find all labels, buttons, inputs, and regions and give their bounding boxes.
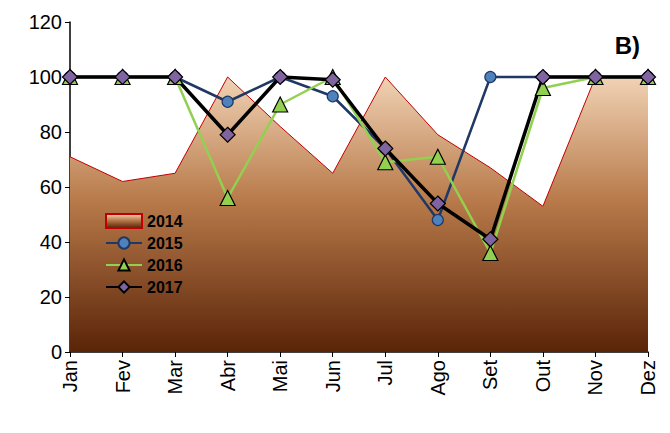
svg-text:Jun: Jun — [322, 360, 344, 392]
svg-text:120: 120 — [29, 11, 62, 33]
svg-text:80: 80 — [40, 121, 62, 143]
svg-text:Abr: Abr — [217, 360, 239, 391]
svg-text:Out: Out — [532, 360, 554, 393]
svg-text:Set: Set — [479, 360, 501, 390]
svg-text:60: 60 — [40, 176, 62, 198]
svg-text:Mar: Mar — [164, 360, 186, 395]
svg-text:Jul: Jul — [374, 360, 396, 386]
svg-text:100: 100 — [29, 66, 62, 88]
svg-text:2014: 2014 — [147, 213, 183, 230]
svg-text:Jan: Jan — [59, 360, 81, 392]
svg-text:2015: 2015 — [147, 235, 183, 252]
svg-text:20: 20 — [40, 286, 62, 308]
svg-text:Mai: Mai — [269, 360, 291, 392]
svg-text:Nov: Nov — [584, 360, 606, 396]
svg-text:Dez: Dez — [637, 360, 659, 396]
svg-text:2017: 2017 — [147, 279, 183, 296]
svg-text:40: 40 — [40, 231, 62, 253]
svg-text:0: 0 — [51, 341, 62, 363]
svg-text:B): B) — [615, 32, 640, 59]
svg-text:Ago: Ago — [427, 360, 449, 396]
svg-text:2016: 2016 — [147, 257, 183, 274]
svg-text:Fev: Fev — [112, 360, 134, 393]
